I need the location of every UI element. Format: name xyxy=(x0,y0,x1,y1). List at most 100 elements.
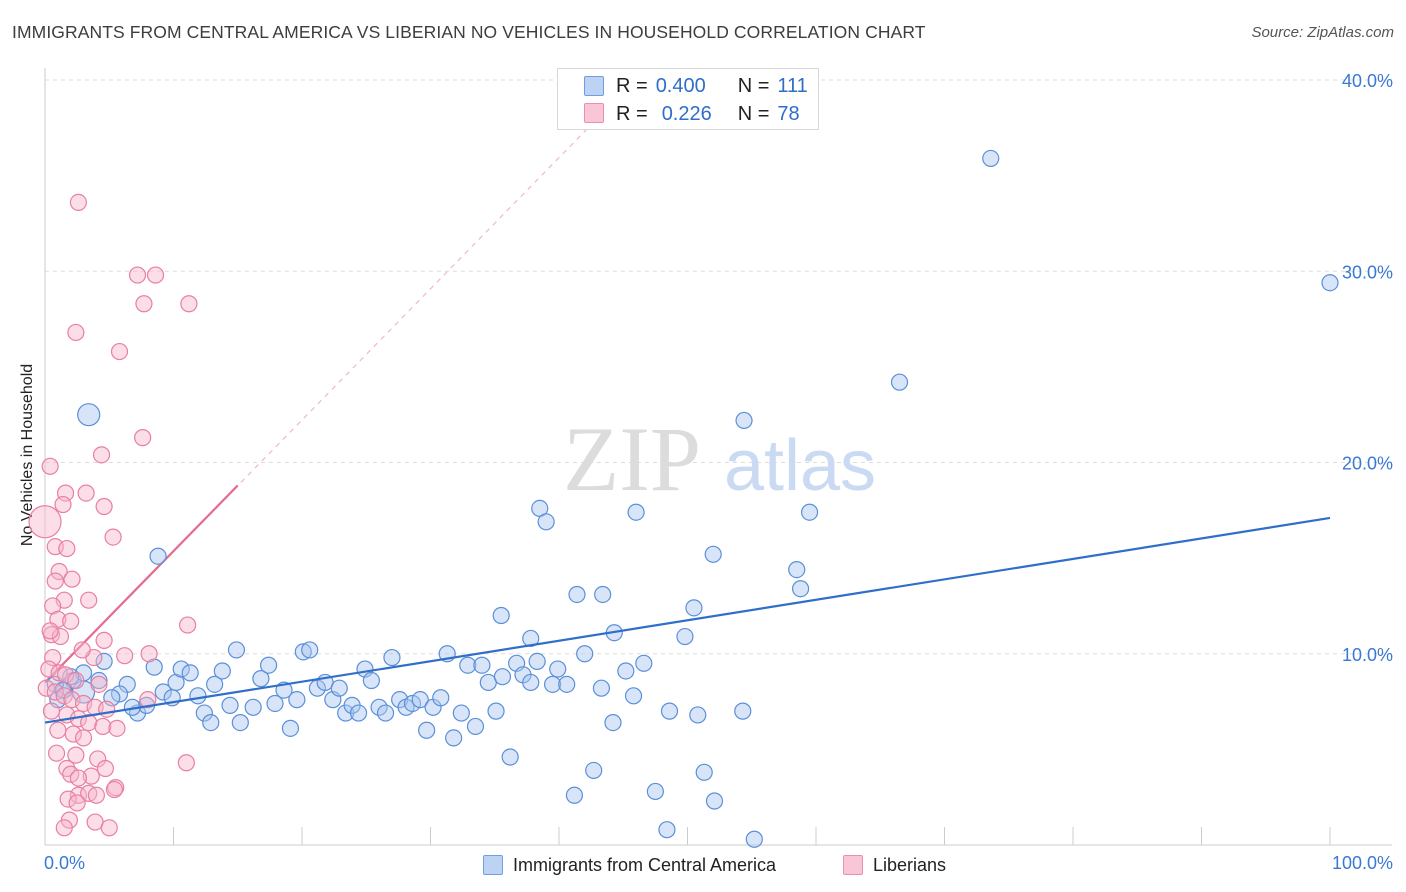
liberians-point xyxy=(108,719,126,737)
legend-item-liberians: Liberians xyxy=(843,852,946,878)
immigrants-point xyxy=(492,606,510,625)
immigrants-point xyxy=(452,704,470,722)
immigrants-point xyxy=(154,683,172,701)
liberians-point xyxy=(40,660,58,678)
immigrants-point xyxy=(800,503,819,521)
liberians-point xyxy=(56,666,75,684)
legend-swatch-immigrants xyxy=(584,76,604,96)
immigrants-point xyxy=(689,706,707,724)
immigrants-trend-group xyxy=(44,516,1331,724)
y-tick-label: 30.0% xyxy=(1342,262,1393,282)
liberians-point xyxy=(28,505,62,539)
liberians-point xyxy=(69,193,88,211)
immigrants-point xyxy=(704,545,722,563)
immigrants-point xyxy=(558,675,576,693)
immigrants-point xyxy=(221,696,239,714)
liberians-point xyxy=(80,591,98,609)
immigrants-point xyxy=(445,729,463,747)
watermark-atlas: atlas xyxy=(724,426,876,506)
immigrants-point xyxy=(549,660,567,678)
immigrants-point xyxy=(522,673,540,692)
immigrants-point xyxy=(411,691,429,709)
liberians-point xyxy=(59,790,77,808)
immigrants-point xyxy=(568,585,586,604)
liberians-point xyxy=(110,342,129,361)
immigrants-point xyxy=(172,660,190,678)
immigrants-point xyxy=(231,713,249,732)
immigrants-point xyxy=(349,704,368,722)
correlation-legend: R = 0.400 N = 111 R = 0.226 N = 78 xyxy=(557,68,819,130)
immigrants-point xyxy=(418,721,436,739)
legend-n-label: N = xyxy=(737,74,770,97)
liberians-point xyxy=(41,622,59,640)
immigrants-point xyxy=(635,654,653,672)
liberians-point xyxy=(49,721,67,739)
legend-r-value: 0.400 xyxy=(655,74,706,97)
immigrants-point xyxy=(370,698,388,716)
immigrants-point xyxy=(432,689,450,707)
immigrants-point xyxy=(735,411,753,430)
immigrants-point xyxy=(473,656,491,674)
chart-title: IMMIGRANTS FROM CENTRAL AMERICA VS LIBER… xyxy=(12,22,926,42)
immigrants-point xyxy=(266,694,284,713)
immigrants-point xyxy=(487,702,505,720)
liberians-point xyxy=(134,429,152,447)
liberians-point xyxy=(95,631,113,649)
immigrants-point xyxy=(294,643,312,661)
tick-labels: 10.0% 20.0% 30.0% 40.0% 0.0% 100.0% xyxy=(44,71,1393,873)
legend-r-value: 0.226 xyxy=(661,102,712,125)
liberians-point xyxy=(128,266,147,284)
liberians-point xyxy=(67,671,85,690)
liberians-point xyxy=(68,794,86,812)
legend-row-liberians: R = 0.226 N = 78 xyxy=(616,100,800,128)
immigrants-point xyxy=(522,629,540,648)
liberians-point xyxy=(64,725,82,743)
immigrants-point xyxy=(982,149,1000,168)
immigrants-trend-line xyxy=(44,516,1331,724)
liberians-point xyxy=(51,627,70,646)
immigrants-point xyxy=(189,687,207,705)
legend-n-value: 78 xyxy=(777,102,800,125)
liberians-point xyxy=(87,786,106,804)
legend-item-immigrants: Immigrants from Central America xyxy=(483,852,776,878)
immigrants-point xyxy=(281,719,300,737)
immigrants-point xyxy=(1321,274,1339,292)
liberians-point xyxy=(55,819,73,837)
source-credit: Source: ZipAtlas.com xyxy=(1251,24,1394,41)
legend-n-label: N = xyxy=(737,102,770,125)
liberians-point xyxy=(46,683,64,701)
immigrants-point xyxy=(501,748,519,766)
liberians-point xyxy=(135,295,153,313)
liberians-point xyxy=(100,819,118,837)
liberians-point xyxy=(92,446,111,464)
immigrants-point xyxy=(301,641,319,659)
immigrants-point xyxy=(604,713,622,732)
immigrants-point xyxy=(788,560,806,579)
immigrants-point xyxy=(543,675,562,693)
liberians-point xyxy=(104,528,122,546)
immigrants-point xyxy=(627,503,645,521)
gridlines xyxy=(45,79,1392,655)
immigrants-point xyxy=(695,763,713,781)
x-tick-label: 0.0% xyxy=(44,853,85,873)
immigrants-point xyxy=(624,687,643,705)
legend-row-immigrants: R = 0.400 N = 111 xyxy=(616,72,808,100)
immigrants-point xyxy=(195,704,213,722)
immigrants-point xyxy=(362,671,380,690)
liberians-point xyxy=(82,767,100,785)
y-tick-label: 40.0% xyxy=(1342,71,1393,91)
legend-swatch-liberians xyxy=(843,855,863,875)
liberians-point xyxy=(179,616,197,634)
liberians-point xyxy=(62,612,80,630)
immigrants-points xyxy=(46,149,1339,848)
liberians-point xyxy=(63,570,81,588)
immigrants-point xyxy=(528,652,546,671)
liberians-point xyxy=(41,457,59,475)
watermark: ZIP atlas xyxy=(563,408,876,510)
legend-swatch-immigrants xyxy=(483,855,503,875)
immigrants-point xyxy=(576,645,594,663)
immigrants-point xyxy=(403,694,422,713)
liberians-point xyxy=(77,484,95,502)
immigrants-point xyxy=(252,670,270,688)
